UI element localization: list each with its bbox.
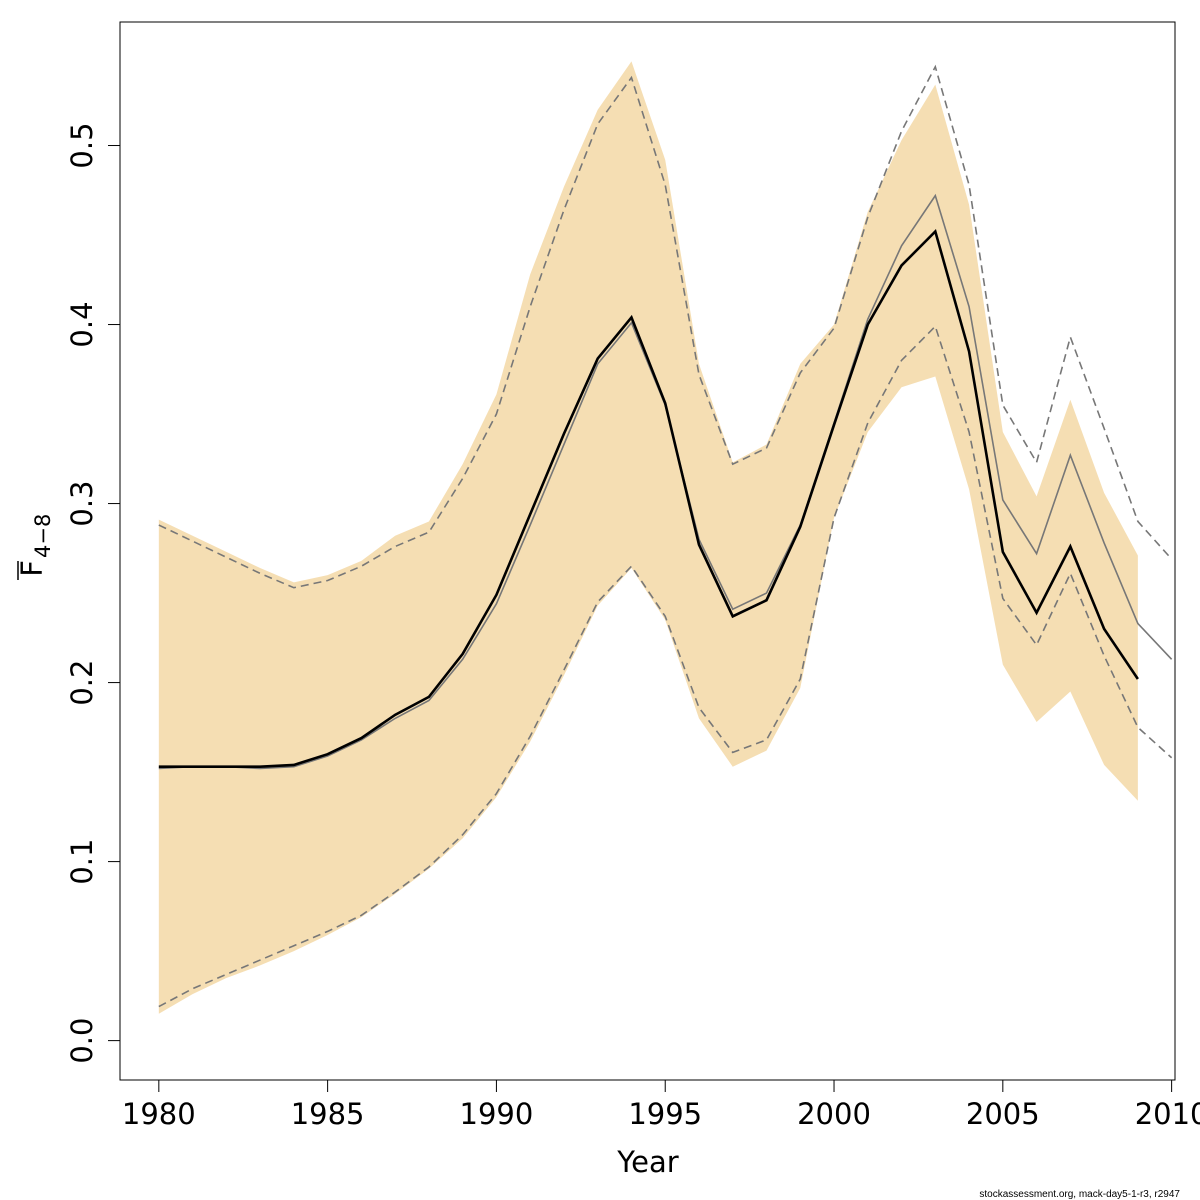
footer: stockassessment.org, mack-day5-1-r3, r29… [979,1189,1180,1200]
y-tick-label: 0.2 [65,660,99,706]
series-line [158,228,1139,769]
x-tick-label: 2005 [966,1097,1040,1131]
y-axis-label-main: F [15,560,49,577]
x-tick-label: 1980 [122,1097,196,1131]
y-axis-label: F 4−8 [15,514,55,580]
confidence-band [158,61,1138,1014]
y-tick-label: 0.0 [65,1018,99,1064]
plot-frame [119,21,1176,1081]
x-tick-label: 2000 [797,1097,871,1131]
y-tick-label: 0.5 [65,122,99,168]
x-tick-label: 2010 [1135,1097,1200,1131]
x-tick-label: 1995 [628,1097,702,1131]
x-tick-label: 1985 [291,1097,365,1131]
x-axis-label: Year [616,1145,678,1179]
y-axis-label-sub: 4−8 [31,514,55,558]
series-line [158,64,1173,589]
series-line [158,324,1173,1008]
x-tick-label: 1990 [460,1097,534,1131]
y-tick-label: 0.1 [65,839,99,885]
y-tick-label: 0.3 [65,480,99,526]
y-tick-label: 0.4 [65,301,99,347]
